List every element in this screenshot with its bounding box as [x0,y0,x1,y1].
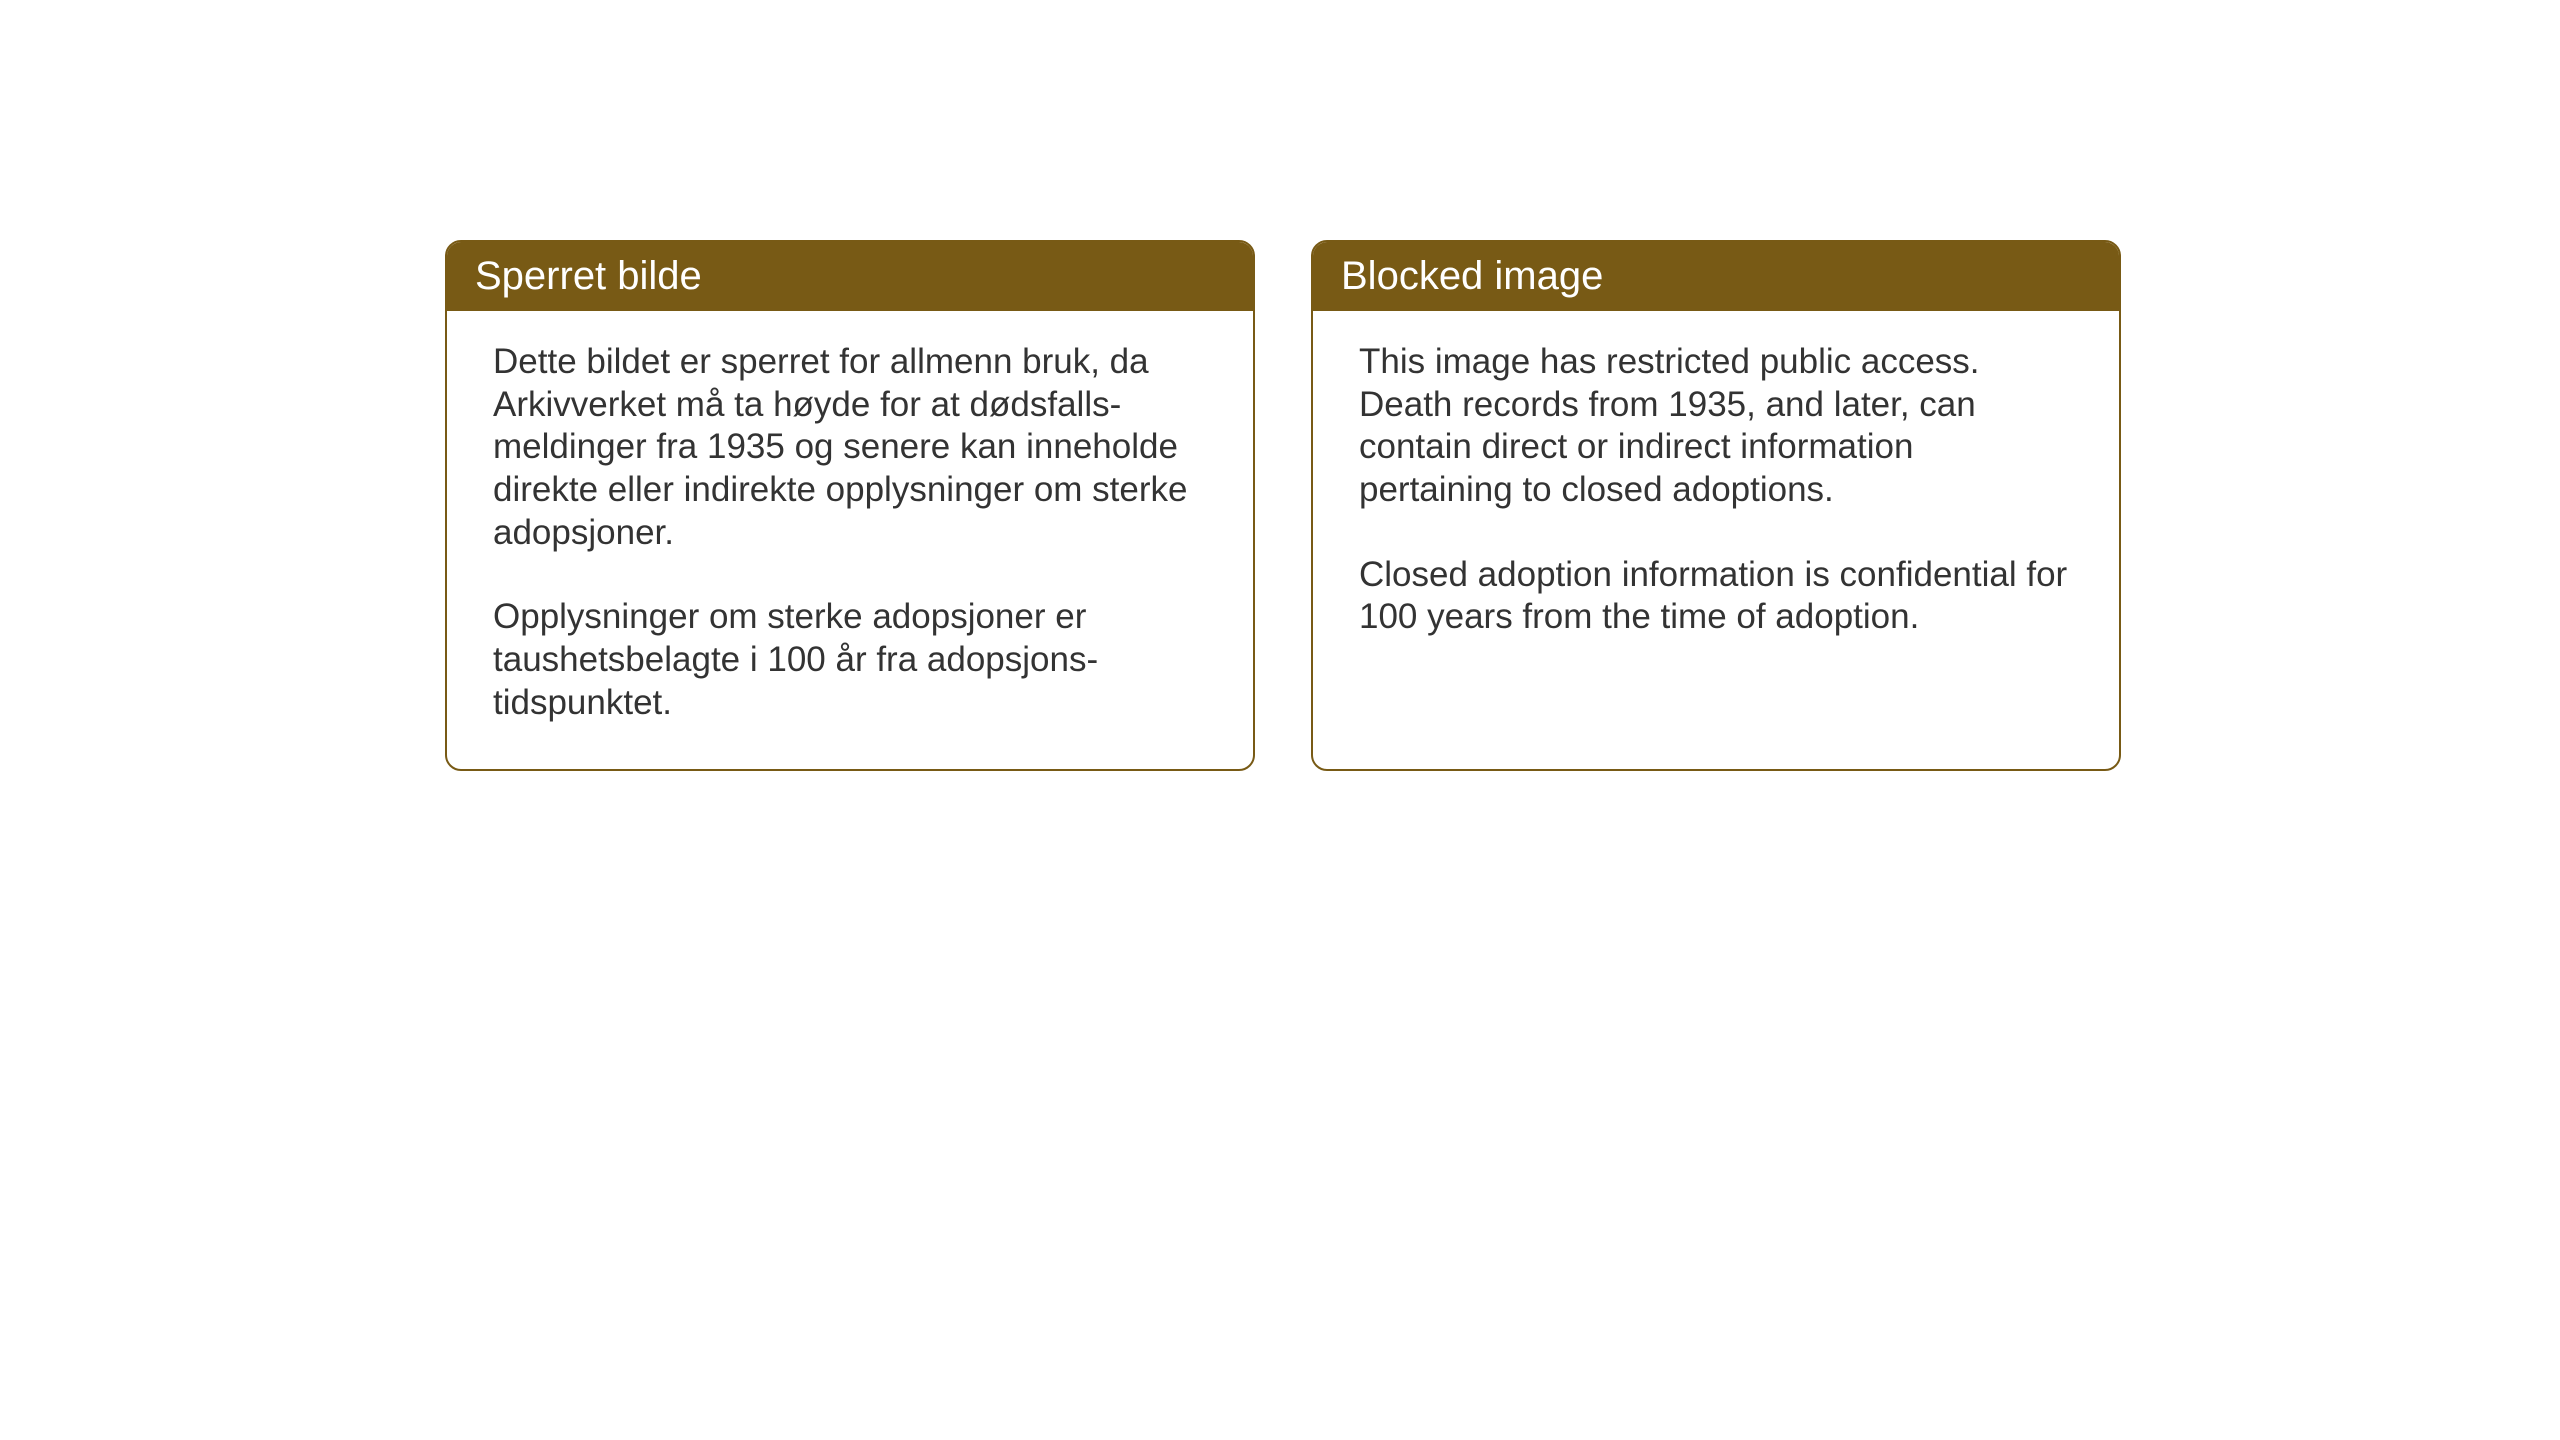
card-header-norwegian: Sperret bilde [447,242,1253,311]
card-english: Blocked image This image has restricted … [1311,240,2121,771]
card-title-norwegian: Sperret bilde [475,254,702,298]
cards-container: Sperret bilde Dette bildet er sperret fo… [445,240,2121,771]
card-norwegian: Sperret bilde Dette bildet er sperret fo… [445,240,1255,771]
card-paragraph-1-english: This image has restricted public access.… [1359,341,2073,512]
card-title-english: Blocked image [1341,254,1603,298]
card-paragraph-1-norwegian: Dette bildet er sperret for allmenn bruk… [493,341,1207,554]
card-paragraph-2-norwegian: Opplysninger om sterke adopsjoner er tau… [493,596,1207,724]
card-paragraph-2-english: Closed adoption information is confident… [1359,554,2073,639]
card-body-norwegian: Dette bildet er sperret for allmenn bruk… [447,311,1253,769]
card-body-english: This image has restricted public access.… [1313,311,2119,683]
card-header-english: Blocked image [1313,242,2119,311]
